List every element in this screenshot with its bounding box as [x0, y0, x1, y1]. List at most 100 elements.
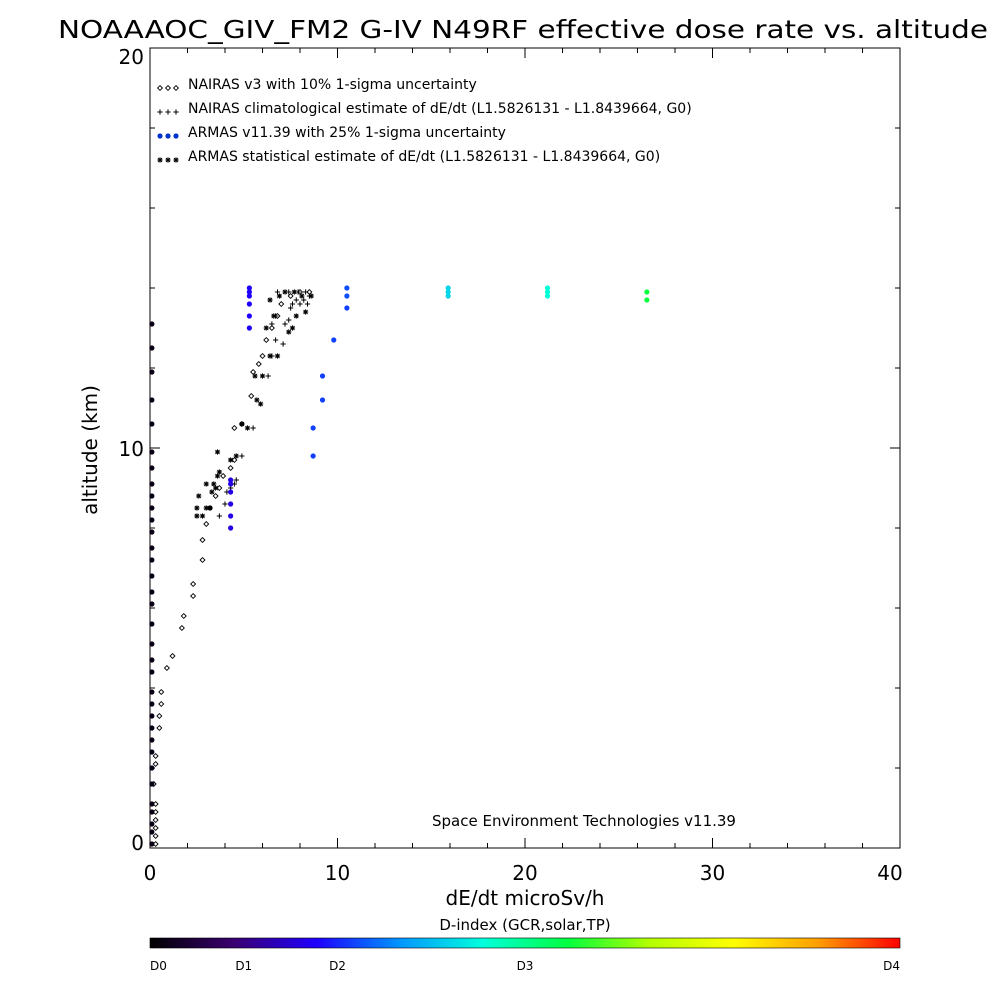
y-axis-label: altitude (km)	[78, 385, 102, 515]
legend-entry-armas-stat: ARMAS statistical estimate of dE/dt (L1.…	[188, 149, 660, 165]
data-point	[156, 712, 163, 720]
data-point	[216, 484, 223, 492]
data-point	[344, 293, 350, 299]
data-point	[445, 289, 451, 295]
data-point	[149, 505, 155, 511]
data-point	[199, 513, 206, 519]
data-point	[149, 737, 155, 743]
data-point	[209, 489, 215, 495]
data-point	[228, 501, 234, 507]
data-point	[216, 513, 222, 519]
y-tick-labels: 0 10 20	[119, 45, 144, 855]
data-point	[271, 313, 277, 319]
data-point	[267, 353, 273, 359]
legend-symbol	[173, 157, 179, 163]
data-point	[149, 689, 155, 695]
data-point	[194, 505, 200, 511]
data-point	[220, 472, 227, 480]
data-point	[149, 821, 155, 827]
data-point	[149, 841, 155, 847]
colorbar	[149, 937, 901, 949]
data-point	[331, 337, 337, 343]
data-point	[228, 513, 234, 519]
data-point	[288, 305, 294, 311]
data-point	[233, 477, 239, 483]
data-point	[149, 493, 155, 499]
y-tick-label: 10	[119, 437, 144, 461]
data-point	[274, 353, 281, 359]
data-point	[544, 293, 551, 299]
data-point	[149, 465, 155, 471]
data-point	[178, 624, 185, 632]
data-point	[199, 536, 206, 544]
y-tick-label: 20	[119, 45, 144, 69]
data-point	[289, 325, 296, 331]
data-point	[278, 300, 285, 308]
data-point	[319, 397, 326, 403]
data-point	[301, 297, 307, 303]
data-point	[228, 477, 234, 483]
data-point	[149, 657, 155, 663]
data-point	[239, 421, 245, 427]
data-point	[158, 700, 165, 708]
data-point	[149, 749, 155, 755]
data-point	[344, 305, 350, 311]
data-point	[299, 293, 305, 299]
data-point	[228, 525, 234, 531]
data-point	[259, 373, 266, 379]
data-point	[149, 345, 155, 351]
data-point	[149, 449, 155, 455]
data-point	[644, 297, 650, 303]
data-point	[228, 457, 234, 463]
legend-symbols	[156, 84, 180, 163]
x-tick-label: 20	[512, 861, 537, 885]
data-point	[149, 557, 155, 563]
data-point	[149, 829, 155, 835]
data-point	[244, 425, 251, 431]
data-point	[149, 369, 155, 375]
data-point	[273, 337, 279, 343]
data-point	[265, 373, 271, 379]
legend-symbol	[157, 133, 163, 139]
data-point	[303, 309, 309, 315]
data-point	[149, 765, 155, 771]
data-point	[152, 760, 159, 768]
data-point	[149, 397, 155, 403]
data-point	[180, 612, 187, 620]
axis-ticks	[149, 47, 901, 849]
data-point	[214, 473, 221, 479]
colorbar-label: D1	[235, 959, 252, 973]
data-point	[280, 341, 286, 347]
data-point	[211, 481, 217, 487]
data-point	[287, 292, 294, 300]
data-point	[231, 456, 238, 464]
data-point	[149, 573, 155, 579]
data-point	[252, 373, 258, 379]
chart-title: NOAAAOC_GIV_FM2 G-IV N49RF effective dos…	[58, 15, 988, 44]
data-point	[149, 725, 155, 731]
colorbar-label: D2	[329, 959, 346, 973]
data-point	[293, 313, 299, 319]
data-point	[291, 289, 297, 295]
series-diamond	[150, 288, 313, 848]
x-tick-label: 30	[700, 861, 725, 885]
data-point	[644, 289, 650, 295]
legend-symbol	[156, 84, 164, 92]
data-point	[158, 688, 165, 696]
data-point	[203, 505, 209, 511]
x-tick-label: 10	[325, 861, 350, 885]
data-point	[282, 289, 288, 295]
data-point	[152, 832, 159, 840]
data-point	[149, 481, 155, 487]
data-point	[149, 601, 155, 607]
data-point	[207, 505, 213, 511]
x-axis-label: dE/dt microSv/h	[446, 886, 605, 910]
data-point	[255, 360, 262, 368]
colorbar-title: D-index (GCR,solar,TP)	[439, 916, 610, 934]
data-point	[149, 801, 155, 807]
data-point	[544, 285, 551, 291]
colorbar-label: D4	[883, 959, 900, 973]
chart-annotation: Space Environment Technologies v11.39	[432, 812, 736, 830]
data-point	[269, 321, 275, 327]
